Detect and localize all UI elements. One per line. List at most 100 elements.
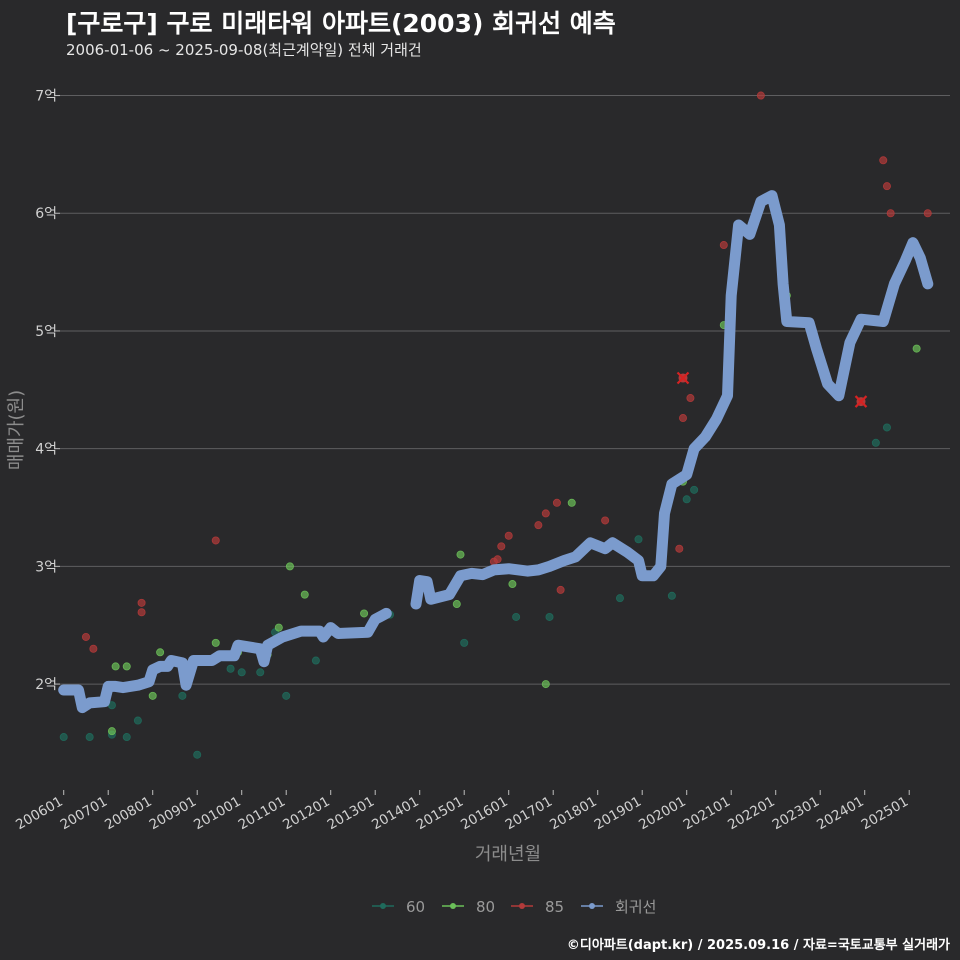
regression-line-segment xyxy=(410,190,934,610)
legend-item: 85 xyxy=(511,898,564,916)
data-point-60 xyxy=(460,638,469,647)
x-axis-title: 거래년월 xyxy=(475,844,541,865)
grid-lines xyxy=(60,95,950,685)
data-point-85 xyxy=(675,544,684,553)
data-point-60 xyxy=(634,535,643,544)
y-axis-ticks: 2억 3억 4억 5억 6억 7억 xyxy=(35,89,60,693)
data-point-60 xyxy=(193,750,202,759)
x-tick-label: 201101 xyxy=(236,794,289,834)
data-point-80 xyxy=(567,498,576,507)
x-tick-label: 201601 xyxy=(458,794,511,834)
legend-label: 85 xyxy=(545,898,564,916)
data-point-80 xyxy=(211,638,220,647)
x-tick-label: 201701 xyxy=(503,794,556,834)
data-point-60 xyxy=(882,423,891,432)
y-tick-label: 2억 xyxy=(35,677,57,693)
data-point-85 xyxy=(493,555,502,564)
data-point-80 xyxy=(148,691,157,700)
data-point-60 xyxy=(85,733,94,742)
x-tick-label: 200801 xyxy=(102,794,155,834)
regression-line xyxy=(58,190,934,714)
data-point-85 xyxy=(504,531,513,540)
chart-title: [구로구] 구로 미래타워 아파트(2003) 회귀선 예측 xyxy=(66,9,616,38)
data-point-80 xyxy=(122,662,131,671)
x-tick-label: 200701 xyxy=(58,794,111,834)
data-point-60 xyxy=(667,591,676,600)
data-point-60 xyxy=(122,733,131,742)
x-tick-label: 201301 xyxy=(325,794,378,834)
legend-item: 80 xyxy=(442,898,495,916)
x-tick-label: 202001 xyxy=(636,794,689,834)
data-point-60 xyxy=(226,664,235,673)
legend-label: 80 xyxy=(476,898,495,916)
source-caption: ©디아파트(dapt.kr) / 2025.09.16 / 자료=국토교통부 실… xyxy=(566,938,950,953)
data-point-80 xyxy=(360,609,369,618)
x-tick-label: 201201 xyxy=(280,794,333,834)
data-point-60 xyxy=(178,691,187,700)
legend-swatch-dot xyxy=(380,903,386,909)
legend-item: 회귀선 xyxy=(581,898,656,916)
data-point-85 xyxy=(756,91,765,100)
data-point-85 xyxy=(679,414,688,423)
data-point-85 xyxy=(556,585,565,594)
x-tick-label: 200901 xyxy=(147,794,200,834)
data-point-80 xyxy=(274,623,283,632)
data-point-60 xyxy=(615,594,624,603)
data-point-85 xyxy=(886,209,895,218)
legend-swatch-dot xyxy=(450,903,456,909)
data-point-80 xyxy=(300,590,309,599)
highlight-x-marker xyxy=(854,395,868,408)
data-point-60 xyxy=(256,668,265,677)
data-point-80 xyxy=(912,344,921,353)
data-point-80 xyxy=(456,550,465,559)
x-tick-label: 201801 xyxy=(547,794,600,834)
data-point-85 xyxy=(497,542,506,551)
y-tick-label: 7억 xyxy=(35,89,57,105)
data-point-60 xyxy=(311,656,320,665)
data-point-60 xyxy=(690,485,699,494)
x-axis-ticks: 2006012007012008012009012010012011012012… xyxy=(13,790,911,833)
data-point-85 xyxy=(552,498,561,507)
data-point-60 xyxy=(237,668,246,677)
chart-subtitle: 2006-01-06 ~ 2025-09-08(최근계약일) 전체 거래건 xyxy=(66,41,422,59)
regression-line-segment xyxy=(58,607,392,714)
legend-label: 60 xyxy=(406,898,425,916)
y-tick-label: 6억 xyxy=(35,206,57,222)
data-point-60 xyxy=(545,612,554,621)
x-tick-label: 202201 xyxy=(725,794,778,834)
legend-swatch-dot xyxy=(519,903,525,909)
x-tick-label: 202101 xyxy=(681,794,734,834)
x-tick-label: 202501 xyxy=(859,794,912,834)
data-point-85 xyxy=(601,516,610,525)
data-point-85 xyxy=(719,241,728,250)
legend-swatch-dot xyxy=(589,903,595,909)
x-tick-label: 200601 xyxy=(13,794,66,834)
data-point-85 xyxy=(879,156,888,165)
data-point-80 xyxy=(285,562,294,571)
highlight-markers xyxy=(676,371,868,408)
legend-item: 60 xyxy=(372,898,425,916)
data-point-85 xyxy=(923,209,932,218)
x-tick-label: 201401 xyxy=(369,794,422,834)
data-point-80 xyxy=(107,727,116,736)
data-point-60 xyxy=(871,438,880,447)
y-tick-label: 3억 xyxy=(35,559,57,575)
y-axis-title: 매매가(원) xyxy=(6,390,27,470)
legend-label: 회귀선 xyxy=(615,898,656,916)
data-point-80 xyxy=(452,600,461,609)
data-point-85 xyxy=(882,182,891,191)
x-tick-label: 201501 xyxy=(414,794,467,834)
x-tick-label: 201901 xyxy=(592,794,645,834)
data-point-80 xyxy=(508,580,517,589)
data-point-80 xyxy=(541,680,550,689)
data-point-85 xyxy=(81,632,90,641)
data-point-85 xyxy=(137,608,146,617)
data-point-60 xyxy=(133,716,142,725)
y-tick-label: 5억 xyxy=(35,324,57,340)
data-point-85 xyxy=(211,536,220,545)
data-points xyxy=(59,91,932,759)
data-point-85 xyxy=(89,644,98,653)
data-point-85 xyxy=(686,394,695,403)
data-point-60 xyxy=(59,733,68,742)
